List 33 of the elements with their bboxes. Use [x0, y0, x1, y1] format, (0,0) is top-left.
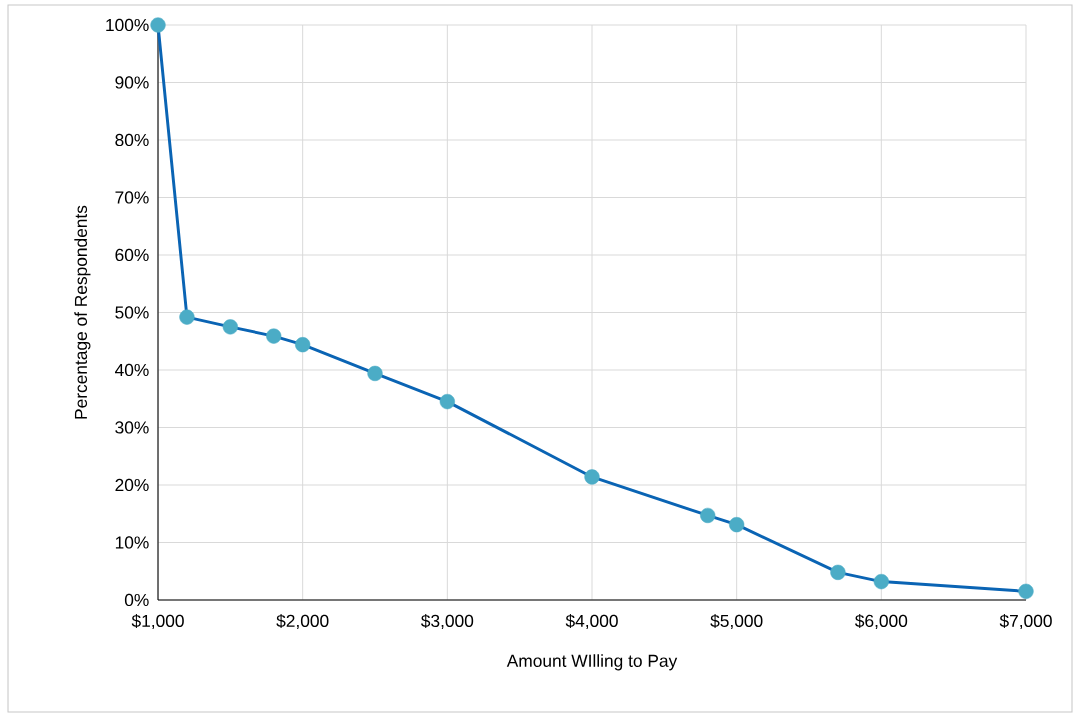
y-tick-label: 100% — [106, 18, 149, 32]
x-tick-label: $5,000 — [710, 614, 763, 630]
x-tick-label: $6,000 — [855, 614, 908, 630]
x-tick-label: $7,000 — [999, 614, 1052, 630]
y-tick-label: 50% — [115, 306, 149, 319]
point — [439, 394, 455, 410]
point — [266, 328, 282, 344]
point — [150, 17, 166, 33]
y-axis-title: Percentage of Respondents — [74, 205, 91, 419]
y-tick-label: 80% — [115, 133, 149, 147]
point — [830, 564, 846, 580]
point — [873, 573, 889, 590]
y-tick-label: 40% — [115, 363, 149, 377]
y-tick-label: 70% — [115, 191, 149, 204]
x-tick-label: $4,000 — [565, 614, 618, 630]
y-tick-label: 10% — [115, 536, 149, 549]
x-tick-label: $2,000 — [276, 614, 329, 630]
point — [222, 319, 238, 335]
x-axis-title: Amount WIlling to Pay — [506, 654, 678, 671]
point — [729, 517, 745, 533]
y-tick-label: 20% — [115, 478, 149, 492]
y-tick-label: 30% — [115, 421, 149, 434]
point — [179, 309, 195, 325]
x-tick-label: $3,000 — [421, 614, 474, 630]
point — [584, 469, 600, 485]
point — [1018, 583, 1034, 599]
y-tick-label: 60% — [115, 248, 149, 262]
y-tick-label: 0% — [124, 593, 149, 607]
x-tick-label: $1,000 — [131, 614, 184, 630]
y-tick-label: 90% — [115, 76, 149, 89]
point — [295, 337, 311, 353]
point — [367, 365, 383, 382]
point — [700, 507, 716, 524]
